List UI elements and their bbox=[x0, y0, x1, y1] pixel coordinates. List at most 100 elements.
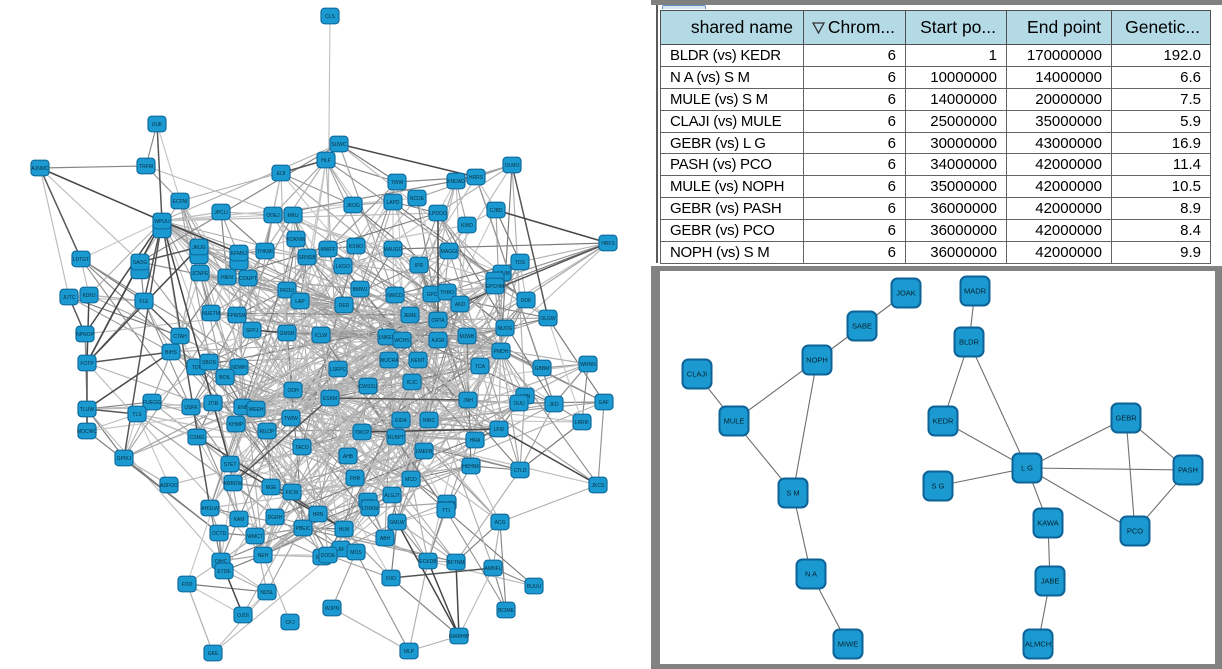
svg-text:TRFM: TRFM bbox=[139, 164, 153, 170]
svg-text:TDI: TDI bbox=[192, 365, 200, 371]
svg-text:WUCRA: WUCRA bbox=[380, 358, 400, 364]
svg-text:TWW: TWW bbox=[391, 180, 404, 186]
svg-text:LNKEH: LNKEH bbox=[379, 335, 396, 341]
svg-text:ECFNI: ECFNI bbox=[173, 199, 188, 205]
svg-text:ICLW: ICLW bbox=[315, 333, 327, 339]
svg-text:ENB: ENB bbox=[238, 405, 249, 411]
svg-text:TWCP: TWCP bbox=[355, 430, 370, 436]
svg-text:PBEIC: PBEIC bbox=[295, 526, 310, 532]
svg-text:S M: S M bbox=[786, 489, 799, 498]
svg-text:HRFS: HRFS bbox=[601, 241, 615, 247]
svg-text:LPDOO: LPDOO bbox=[429, 211, 447, 217]
svg-text:PCO: PCO bbox=[1127, 527, 1143, 536]
svg-text:CSMG: CSMG bbox=[190, 435, 205, 441]
svg-text:NOPH: NOPH bbox=[806, 356, 828, 365]
svg-text:CJBD: CJBD bbox=[489, 208, 502, 214]
svg-text:ICJC: ICJC bbox=[406, 380, 418, 386]
svg-text:HRA: HRA bbox=[470, 438, 481, 444]
svg-text:FOO: FOO bbox=[182, 582, 193, 588]
svg-text:JKCS: JKCS bbox=[592, 483, 605, 489]
svg-text:RILOP: RILOP bbox=[259, 429, 275, 435]
svg-text:SAOG: SAOG bbox=[133, 260, 148, 266]
svg-text:JTIR: JTIR bbox=[208, 401, 219, 407]
svg-text:MJWB: MJWB bbox=[460, 334, 475, 340]
svg-text:KAM: KAM bbox=[234, 517, 245, 523]
svg-text:CWSSU: CWSSU bbox=[359, 384, 378, 390]
svg-text:ODEJ: ODEJ bbox=[266, 213, 280, 219]
svg-text:HIEN: HIEN bbox=[221, 275, 233, 281]
svg-text:AMNFL: AMNFL bbox=[485, 566, 502, 572]
svg-text:STET: STET bbox=[224, 462, 237, 468]
svg-text:NUOG: NUOG bbox=[498, 326, 513, 332]
svg-text:CLS: CLS bbox=[325, 14, 335, 20]
svg-text:MCO: MCO bbox=[405, 477, 417, 483]
svg-text:TLS: TLS bbox=[132, 412, 142, 418]
svg-text:LFID: LFID bbox=[494, 427, 505, 433]
svg-text:MKU: MKU bbox=[287, 213, 299, 219]
svg-text:WRNN: WRNN bbox=[580, 362, 596, 368]
svg-text:JNH: JNH bbox=[463, 398, 473, 404]
svg-text:COUPT: COUPT bbox=[239, 276, 257, 282]
svg-text:HKHNK: HKHNK bbox=[462, 464, 480, 470]
svg-text:N A: N A bbox=[805, 570, 817, 579]
svg-text:SRNSB: SRNSB bbox=[298, 255, 316, 261]
svg-text:JCNPE: JCNPE bbox=[192, 271, 209, 277]
svg-text:THKMI: THKMI bbox=[257, 249, 273, 255]
svg-text:KEMT: KEMT bbox=[411, 358, 425, 364]
svg-text:FUEGG: FUEGG bbox=[143, 400, 161, 406]
svg-text:MULE: MULE bbox=[724, 417, 745, 426]
svg-text:TTI: TTI bbox=[442, 508, 450, 514]
svg-text:BCIME: BCIME bbox=[498, 608, 515, 614]
svg-text:JIF: JIF bbox=[338, 547, 345, 553]
svg-text:CRTA: CRTA bbox=[431, 318, 445, 324]
svg-text:DODE: DODE bbox=[321, 553, 336, 559]
svg-text:ADFOO: ADFOO bbox=[160, 483, 178, 489]
svg-text:JEME: JEME bbox=[403, 313, 417, 319]
svg-text:JOAK: JOAK bbox=[896, 289, 916, 298]
svg-text:GPC: GPC bbox=[427, 292, 438, 298]
svg-text:LAP: LAP bbox=[295, 299, 305, 305]
svg-text:KNDAD: KNDAD bbox=[447, 179, 465, 185]
svg-text:ECKDB: ECKDB bbox=[419, 559, 437, 565]
svg-text:ESKM: ESKM bbox=[323, 396, 337, 402]
svg-text:FPWSW: FPWSW bbox=[227, 313, 246, 319]
svg-text:JFD: JFD bbox=[549, 402, 559, 408]
svg-text:FOTP: FOTP bbox=[80, 361, 94, 367]
svg-text:GKE: GKE bbox=[208, 651, 219, 657]
svg-text:EIJI: EIJI bbox=[277, 171, 286, 177]
svg-text:JUTC: JUTC bbox=[63, 295, 76, 301]
svg-text:WPUU: WPUU bbox=[154, 219, 170, 225]
svg-text:EIDA: EIDA bbox=[395, 418, 407, 424]
svg-text:AJGR: AJGR bbox=[431, 338, 445, 344]
svg-text:ALGJT: ALGJT bbox=[384, 493, 400, 499]
svg-text:KFMKJ: KFMKJ bbox=[231, 251, 248, 257]
svg-text:PASH: PASH bbox=[1178, 466, 1198, 475]
svg-text:AHB: AHB bbox=[343, 454, 354, 460]
svg-text:HLF: HLF bbox=[321, 158, 330, 164]
svg-text:GBBM: GBBM bbox=[535, 366, 550, 372]
svg-text:KBBDW: KBBDW bbox=[224, 481, 243, 487]
svg-text:ALMCH: ALMCH bbox=[1025, 640, 1051, 649]
svg-text:MIWE: MIWE bbox=[838, 640, 858, 649]
svg-text:DDK: DDK bbox=[521, 298, 532, 304]
svg-text:NWCD: NWCD bbox=[387, 293, 403, 299]
svg-text:OUU: OUU bbox=[513, 401, 525, 407]
svg-text:LAPD: LAPD bbox=[386, 200, 399, 206]
svg-text:GWRHW: GWRHW bbox=[449, 634, 470, 640]
svg-text:NCDE: NCDE bbox=[410, 196, 425, 202]
svg-text:HRRS: HRRS bbox=[469, 175, 484, 181]
svg-text:WMCT: WMCT bbox=[247, 534, 263, 540]
svg-text:OIHC: OIHC bbox=[215, 559, 228, 565]
svg-text:KSNO: KSNO bbox=[349, 244, 363, 250]
svg-text:AJNMC: AJNMC bbox=[31, 166, 49, 172]
svg-text:UUK: UUK bbox=[152, 122, 163, 128]
svg-text:BUUU: BUUU bbox=[527, 584, 542, 590]
svg-text:TCA: TCA bbox=[475, 364, 486, 370]
svg-text:NDWH: NDWH bbox=[231, 365, 247, 371]
svg-text:SBOS: SBOS bbox=[202, 360, 217, 366]
svg-text:KWD: KWD bbox=[461, 223, 473, 229]
svg-text:DED: DED bbox=[339, 303, 350, 309]
svg-text:KDHJ: KDHJ bbox=[82, 293, 96, 299]
svg-text:ODH: ODH bbox=[287, 388, 299, 394]
svg-text:BIHS: BIHS bbox=[165, 350, 177, 356]
